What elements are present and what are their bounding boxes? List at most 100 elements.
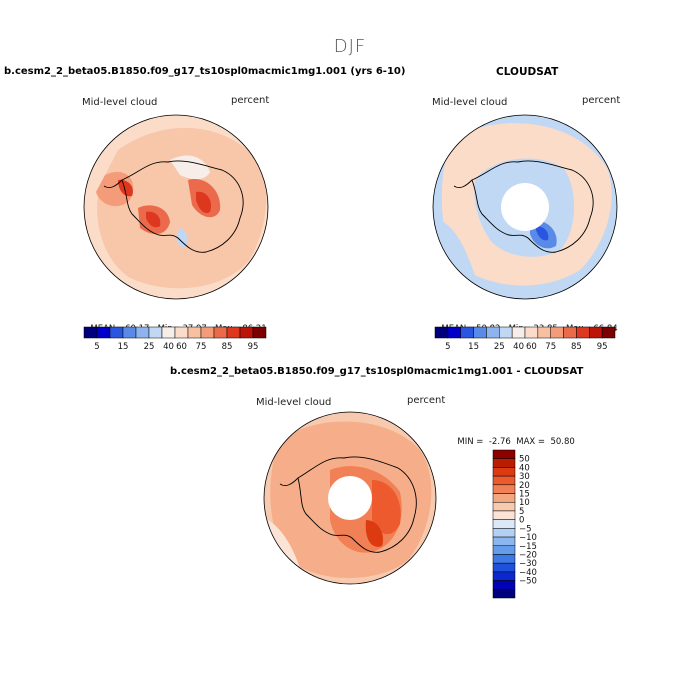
obs-map: [432, 114, 618, 300]
obs-colorbar-tick-label: 95: [597, 342, 608, 352]
season-title: DJF: [333, 36, 367, 57]
model-field-peak-east: [196, 191, 212, 214]
model-panel-title: b.cesm2_2_beta05.B1850.f09_g17_ts10spl0m…: [4, 66, 406, 77]
model-antarctica-coastline: [121, 160, 244, 253]
diff-colorbar-tick-label: 10: [519, 498, 530, 508]
diff-polar-gap: [328, 476, 372, 520]
obs-colorbar-tick-label: 75: [545, 342, 556, 352]
obs-colorbar-swatch: [524, 326, 539, 339]
model-map: [83, 114, 269, 300]
diff-colorbar-tick-label: −50: [519, 577, 537, 587]
obs-colorbar-swatch: [537, 326, 551, 339]
obs-colorbar-swatch: [434, 326, 449, 339]
diff-colorbar-swatch: [492, 554, 516, 564]
diff-colorbar-swatch: [492, 589, 516, 599]
obs-peninsula-coastline: [453, 179, 473, 189]
model-colorbar-swatch: [174, 326, 189, 339]
diff-colorbar-swatch: [492, 458, 516, 468]
diff-peninsula-coastline: [279, 477, 299, 487]
model-map-border: [83, 114, 269, 300]
obs-colorbar-tick-label: 15: [468, 342, 479, 352]
diff-colorbar-swatch: [492, 484, 516, 494]
model-field-peninsula: [118, 179, 133, 197]
model-colorbar-swatch: [213, 326, 228, 339]
diff-field-peak: [365, 520, 384, 547]
obs-colorbar-swatch: [563, 326, 577, 339]
obs-colorbar-tick-label: 40: [513, 342, 524, 352]
diff-units-label: percent: [407, 395, 446, 406]
diff-colorbar-tick-label: −40: [519, 568, 537, 578]
model-colorbar: 5 15 25 40 60 75 85 95: [83, 326, 267, 352]
model-field-ring: [97, 127, 267, 289]
diff-colorbar-tick-label: −5: [519, 524, 532, 534]
model-colorbar-tick-label: 15: [118, 342, 129, 352]
diff-colorbar-tick-label: 0: [519, 516, 524, 526]
obs-antarctica-coastline: [471, 160, 594, 253]
obs-colorbar-swatch: [601, 326, 616, 339]
obs-panel-title: CLOUDSAT: [496, 66, 559, 78]
model-colorbar-swatch: [122, 326, 137, 339]
diff-map-border: [263, 411, 437, 585]
obs-colorbar-tick-label: 25: [494, 342, 505, 352]
model-colorbar-tick-label: 25: [144, 342, 155, 352]
diff-colorbar-swatch: [492, 449, 516, 459]
diff-colorbar-tick-label: −30: [519, 559, 537, 569]
obs-map-border: [432, 114, 618, 300]
model-colorbar-tick-label: 85: [222, 342, 233, 352]
model-field-peak-west: [146, 211, 161, 228]
model-colorbar-tick-label: 5: [94, 342, 99, 352]
obs-colorbar-swatch: [589, 326, 603, 339]
diff-colorbar-tick-label: 15: [519, 490, 530, 500]
diff-min-label: MIN =: [457, 437, 484, 447]
diff-colorbar-swatch: [492, 467, 516, 477]
model-colorbar-swatch: [148, 326, 163, 339]
model-colorbar-swatch: [109, 326, 124, 339]
diff-map: [263, 411, 437, 585]
obs-colorbar-swatch: [473, 326, 487, 339]
model-colorbar-tick-label: 95: [248, 342, 259, 352]
model-colorbar-swatch: [161, 326, 176, 339]
diff-colorbar-tick-label: 40: [519, 463, 530, 473]
diff-colorbar-swatch: [492, 571, 516, 581]
model-colorbar-swatch: [239, 326, 254, 339]
obs-units-label: percent: [582, 95, 621, 106]
diff-colorbar-tick-label: 30: [519, 472, 530, 482]
diff-colorbar-swatch: [492, 536, 516, 547]
obs-colorbar-swatch: [486, 326, 500, 339]
obs-colorbar-swatch: [550, 326, 564, 339]
model-field-low: [170, 155, 210, 180]
diff-colorbar-swatch: [492, 475, 516, 486]
obs-colorbar-swatch: [447, 326, 461, 339]
diff-colorbar-swatch: [492, 528, 516, 538]
diff-colorbar-swatch: [492, 519, 516, 529]
diff-colorbar-swatch: [492, 562, 516, 573]
diff-antarctica-coastline: [297, 456, 417, 553]
diff-stats: MIN = -2.76 MAX = 50.80: [452, 427, 574, 447]
diff-colorbar-tick-label: 20: [519, 481, 530, 491]
model-colorbar-swatch: [200, 326, 215, 339]
diff-colorbar-swatch: [492, 545, 516, 555]
diff-max-label: MAX =: [516, 437, 546, 447]
obs-colorbar-tick-label: 5: [445, 342, 450, 352]
diff-colorbar-swatch: [492, 501, 516, 512]
diff-colorbar-tick-label: −15: [519, 542, 537, 552]
obs-colorbar-swatch: [511, 326, 526, 339]
obs-variable-label: Mid-level cloud: [432, 97, 508, 108]
diff-colorbar-tick-label: −10: [519, 533, 537, 543]
model-colorbar-tick-label: 60: [176, 342, 187, 352]
model-field-ross: [176, 228, 188, 248]
obs-colorbar-swatch: [460, 326, 474, 339]
model-colorbar-tick-label: 40: [163, 342, 174, 352]
obs-colorbar-swatch: [499, 326, 513, 339]
obs-colorbar-tick-label: 85: [571, 342, 582, 352]
model-peninsula-coastline: [103, 179, 123, 189]
diff-colorbar-tick-label: 5: [519, 507, 524, 517]
model-units-label: percent: [231, 95, 270, 106]
model-colorbar-swatch: [187, 326, 202, 339]
obs-polar-gap: [501, 183, 549, 231]
diff-colorbar-tick-label: 50: [519, 455, 530, 465]
model-colorbar-swatch: [252, 326, 267, 339]
diff-min-value: -2.76: [488, 437, 511, 447]
obs-colorbar: 5 15 25 40 60 75 85 95: [434, 326, 616, 352]
